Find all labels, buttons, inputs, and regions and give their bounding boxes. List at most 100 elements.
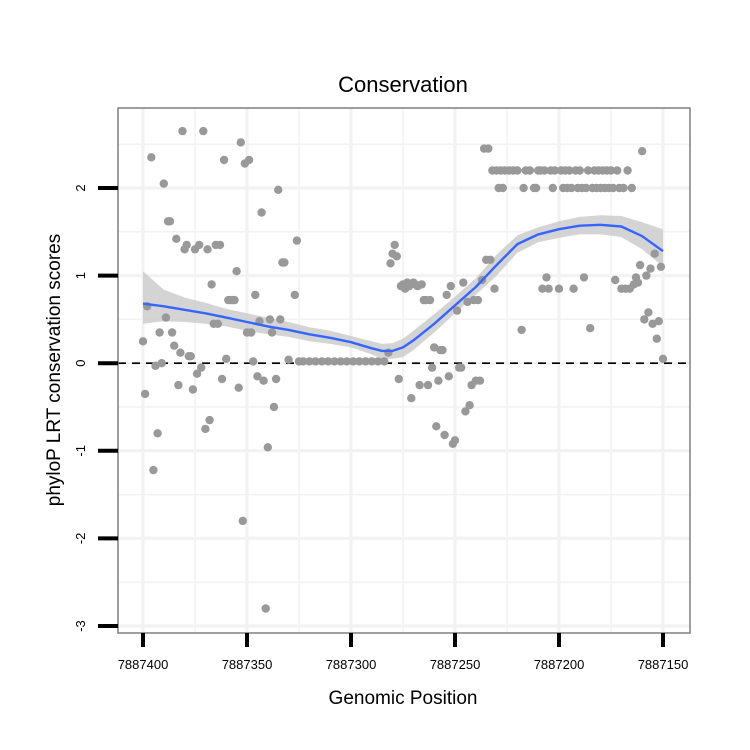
data-point: [407, 394, 416, 403]
data-point: [170, 341, 179, 350]
data-point: [417, 280, 426, 289]
data-point: [217, 374, 227, 384]
data-point: [465, 401, 474, 410]
data-point: [292, 236, 302, 245]
x-tick-label: 7887250: [430, 657, 481, 672]
data-point: [192, 369, 202, 378]
data-point: [457, 363, 466, 372]
data-point: [361, 357, 370, 366]
data-point: [498, 183, 507, 193]
data-point: [147, 153, 156, 162]
data-point: [159, 179, 168, 188]
data-point: [633, 278, 643, 287]
data-point: [484, 144, 493, 153]
data-point: [613, 166, 622, 175]
y-tick-label: -1: [73, 445, 88, 457]
data-point: [257, 208, 266, 217]
data-point: [654, 317, 663, 326]
data-point: [280, 258, 289, 267]
data-point: [234, 383, 243, 392]
data-point: [213, 319, 223, 328]
data-point: [290, 290, 299, 300]
data-point: [452, 306, 462, 315]
data-point: [355, 357, 364, 366]
data-point: [149, 465, 158, 475]
data-point: [182, 240, 191, 250]
y-axis: -3 -2 -1 0 1 2: [73, 184, 118, 632]
data-point: [265, 315, 275, 324]
data-point: [176, 348, 185, 357]
x-axis: 7887400 7887350 7887300 7887250 7887200 78871…: [118, 633, 689, 672]
data-point: [253, 372, 262, 381]
data-point: [238, 516, 247, 526]
y-tick-label: -3: [73, 620, 88, 632]
data-point: [635, 260, 645, 270]
x-axis-label: Genomic Position: [329, 688, 478, 709]
data-point: [311, 357, 320, 366]
data-point: [330, 357, 339, 366]
data-point: [219, 155, 229, 165]
data-point: [199, 126, 208, 136]
data-point: [444, 372, 453, 381]
data-point: [538, 284, 547, 293]
data-point: [548, 183, 557, 193]
x-tick-label: 7887150: [638, 657, 689, 672]
data-point: [178, 126, 187, 136]
data-point: [165, 217, 175, 226]
data-point: [513, 166, 522, 175]
data-point: [475, 376, 485, 385]
confidence-ribbon: [143, 215, 663, 359]
data-point: [203, 245, 212, 254]
data-point: [656, 262, 666, 271]
data-point: [155, 328, 164, 337]
data-point: [153, 429, 162, 438]
data-point: [461, 407, 470, 416]
data-point: [490, 284, 499, 293]
data-point: [222, 354, 231, 363]
y-tick-label: 2: [73, 184, 88, 191]
chart-title: Conservation: [338, 72, 468, 97]
data-point: [606, 166, 616, 175]
data-point: [642, 271, 651, 280]
data-point: [519, 183, 528, 193]
data-point: [638, 147, 647, 156]
data-point: [567, 183, 576, 193]
data-point: [544, 284, 553, 293]
data-point: [438, 345, 447, 355]
data-point: [608, 183, 618, 193]
data-point: [367, 357, 376, 366]
x-tick-label: 7887200: [534, 657, 585, 672]
data-point: [197, 363, 206, 372]
data-point: [427, 363, 437, 372]
smooth-fit-line: [142, 223, 664, 353]
data-point: [305, 357, 314, 366]
data-point: [581, 183, 591, 193]
data-point: [450, 436, 460, 445]
data-point: [540, 166, 549, 175]
data-point: [232, 267, 241, 276]
confidence-ribbon-layer: [143, 215, 663, 359]
data-point: [623, 166, 632, 175]
y-tick-label: -2: [73, 533, 88, 545]
y-axis-label: phyloP LRT conservation scores: [44, 234, 65, 507]
data-point: [531, 183, 541, 193]
data-point: [263, 443, 272, 452]
data-point: [415, 380, 424, 390]
data-point: [230, 295, 239, 305]
data-point: [215, 240, 225, 250]
x-tick-label: 7887300: [326, 657, 377, 672]
data-point: [348, 357, 358, 366]
data-point: [244, 155, 254, 165]
data-point: [459, 278, 468, 287]
data-point: [627, 183, 636, 193]
data-point: [140, 389, 150, 399]
data-point: [236, 138, 245, 147]
data-point: [473, 295, 483, 305]
data-point: [336, 357, 345, 366]
data-point: [299, 357, 308, 366]
data-point: [423, 380, 433, 390]
data-point: [261, 604, 270, 613]
data-point: [542, 273, 551, 282]
data-point: [565, 166, 574, 175]
